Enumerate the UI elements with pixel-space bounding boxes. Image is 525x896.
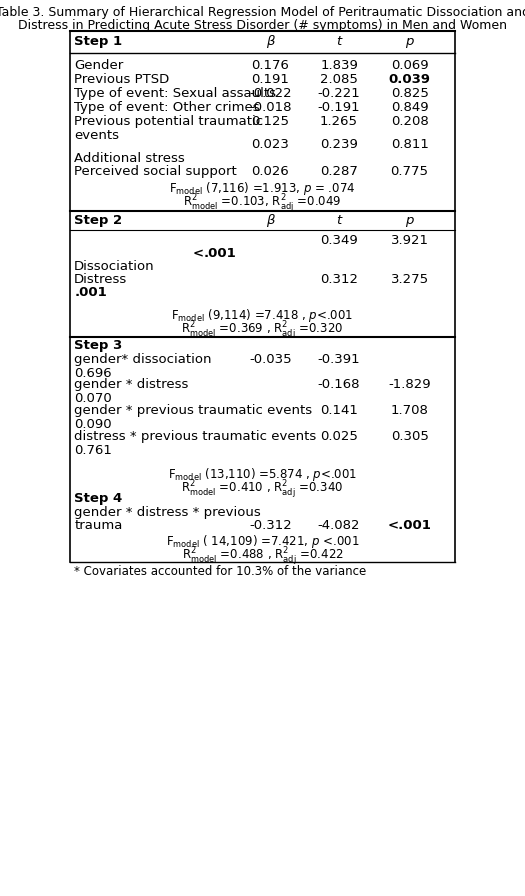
- Text: t: t: [337, 214, 342, 228]
- Text: gender * distress * previous: gender * distress * previous: [74, 505, 261, 519]
- Text: -0.168: -0.168: [318, 378, 360, 392]
- Text: 0.849: 0.849: [391, 101, 428, 114]
- Text: Step 4: Step 4: [74, 492, 122, 504]
- Text: -0.022: -0.022: [249, 87, 292, 100]
- Text: 0.069: 0.069: [391, 59, 428, 73]
- Text: * Covariates accounted for 10.3% of the variance: * Covariates accounted for 10.3% of the …: [74, 565, 366, 578]
- Text: gender* dissociation: gender* dissociation: [74, 353, 212, 366]
- Text: R$^{2}_{\mathrm{model}}$ =0.369 , R$^{2}_{\mathrm{adj}}$ =0.320: R$^{2}_{\mathrm{model}}$ =0.369 , R$^{2}…: [182, 320, 343, 342]
- Text: gender * distress: gender * distress: [74, 378, 188, 392]
- Text: 1.265: 1.265: [320, 115, 358, 128]
- Text: 0.039: 0.039: [388, 73, 430, 86]
- Text: Perceived social support: Perceived social support: [74, 165, 237, 177]
- Text: Gender: Gender: [74, 59, 123, 73]
- Text: 0.305: 0.305: [391, 430, 428, 444]
- Text: p: p: [405, 35, 414, 47]
- Text: gender * previous traumatic events: gender * previous traumatic events: [74, 404, 312, 418]
- Text: -0.191: -0.191: [318, 101, 360, 114]
- Text: 0.775: 0.775: [391, 165, 428, 177]
- Text: 0.696: 0.696: [74, 366, 112, 380]
- Text: 0.026: 0.026: [251, 165, 289, 177]
- Text: .001: .001: [74, 286, 107, 299]
- Text: F$_{\mathrm{model}}$ (7,116) =1.913, $p$ = .074: F$_{\mathrm{model}}$ (7,116) =1.913, $p$…: [170, 180, 355, 197]
- Text: Previous potential traumatic: Previous potential traumatic: [74, 115, 264, 128]
- Text: 0.239: 0.239: [320, 138, 358, 151]
- Text: 0.208: 0.208: [391, 115, 428, 128]
- Text: -0.221: -0.221: [318, 87, 360, 100]
- Text: Table 3. Summary of Hierarchical Regression Model of Peritraumatic Dissociation : Table 3. Summary of Hierarchical Regress…: [0, 5, 525, 19]
- Text: F$_{\mathrm{model}}$ ( 14,109) =7.421, $p$ <.001: F$_{\mathrm{model}}$ ( 14,109) =7.421, $…: [166, 533, 359, 550]
- Text: <.001: <.001: [387, 519, 432, 531]
- Text: -1.829: -1.829: [388, 378, 431, 392]
- Text: 0.825: 0.825: [391, 87, 428, 100]
- Text: 0.023: 0.023: [251, 138, 289, 151]
- Text: Step 2: Step 2: [74, 214, 122, 228]
- Text: .001: .001: [204, 247, 236, 260]
- Text: 0.811: 0.811: [391, 138, 428, 151]
- Text: 0.349: 0.349: [320, 235, 358, 247]
- Text: Type of event: Other crimes: Type of event: Other crimes: [74, 101, 260, 114]
- Text: 0.312: 0.312: [320, 273, 358, 286]
- Text: R$^{2}_{\mathrm{model}}$ =0.410 , R$^{2}_{\mathrm{adj}}$ =0.340: R$^{2}_{\mathrm{model}}$ =0.410 , R$^{2}…: [182, 478, 343, 501]
- Text: 0.287: 0.287: [320, 165, 358, 177]
- Text: F$_{\mathrm{model}}$ (9,114) =7.418 , $p$<.001: F$_{\mathrm{model}}$ (9,114) =7.418 , $p…: [172, 307, 353, 323]
- Text: β: β: [266, 214, 275, 228]
- Text: 3.921: 3.921: [391, 235, 428, 247]
- Text: 3.275: 3.275: [391, 273, 429, 286]
- Text: Type of event: Sexual assaults: Type of event: Sexual assaults: [74, 87, 276, 100]
- Text: 0.761: 0.761: [74, 444, 112, 457]
- Text: -0.018: -0.018: [249, 101, 291, 114]
- Text: Distress in Predicting Acute Stress Disorder (# symptoms) in Men and Women: Distress in Predicting Acute Stress Diso…: [18, 19, 507, 31]
- Text: F$_{\mathrm{model}}$ (13,110) =5.874 , $p$<.001: F$_{\mathrm{model}}$ (13,110) =5.874 , $…: [168, 466, 357, 483]
- Text: -0.035: -0.035: [249, 353, 292, 366]
- Text: R$^{2}_{\mathrm{model}}$ =0.103, R$^{2}_{\mathrm{adj}}$ =0.049: R$^{2}_{\mathrm{model}}$ =0.103, R$^{2}_…: [183, 193, 342, 215]
- Text: -0.391: -0.391: [318, 353, 360, 366]
- Text: R$^{2}_{\mathrm{model}}$ =0.488 , R$^{2}_{\mathrm{adj}}$ =0.422: R$^{2}_{\mathrm{model}}$ =0.488 , R$^{2}…: [182, 547, 343, 568]
- Text: Additional stress: Additional stress: [74, 151, 185, 165]
- Text: Dissociation: Dissociation: [74, 260, 155, 273]
- Text: Previous PTSD: Previous PTSD: [74, 73, 170, 86]
- Text: 0.176: 0.176: [251, 59, 289, 73]
- Text: trauma: trauma: [74, 519, 122, 531]
- Text: 2.085: 2.085: [320, 73, 358, 86]
- Text: β: β: [266, 35, 275, 47]
- Text: <: <: [193, 247, 204, 260]
- Text: 0.141: 0.141: [320, 404, 358, 418]
- Text: 0.090: 0.090: [74, 418, 112, 431]
- Text: t: t: [337, 35, 342, 47]
- Text: -0.312: -0.312: [249, 519, 292, 531]
- Text: distress * previous traumatic events: distress * previous traumatic events: [74, 430, 317, 444]
- Text: events: events: [74, 129, 119, 142]
- Text: Step 1: Step 1: [74, 35, 122, 47]
- Text: 0.070: 0.070: [74, 392, 112, 405]
- Text: Distress: Distress: [74, 273, 128, 286]
- Text: 0.125: 0.125: [251, 115, 289, 128]
- Text: 1.839: 1.839: [320, 59, 358, 73]
- Text: -4.082: -4.082: [318, 519, 360, 531]
- Text: Step 3: Step 3: [74, 339, 122, 352]
- Text: p: p: [405, 214, 414, 228]
- Text: 0.191: 0.191: [251, 73, 289, 86]
- Text: 1.708: 1.708: [391, 404, 428, 418]
- Text: 0.025: 0.025: [320, 430, 358, 444]
